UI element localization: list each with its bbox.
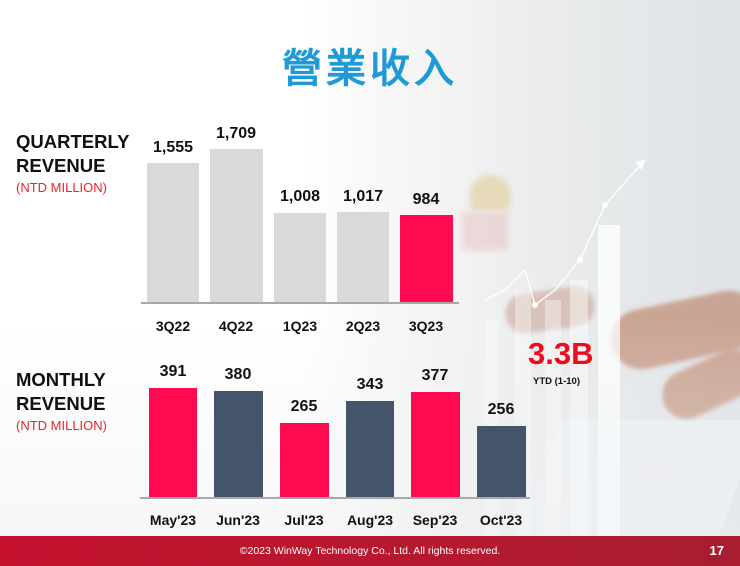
category-label-3q22: 3Q22 bbox=[155, 318, 191, 334]
category-label-4q22: 4Q22 bbox=[218, 318, 254, 334]
value-label-oct23: 256 bbox=[487, 401, 515, 418]
value-label-may23: 391 bbox=[159, 363, 187, 380]
bar-oct23 bbox=[477, 426, 526, 497]
quarterly-unit: (NTD MILLION) bbox=[16, 180, 107, 195]
bar-4q22 bbox=[210, 149, 263, 302]
value-label-jul23: 265 bbox=[290, 398, 318, 415]
value-label-sep23: 377 bbox=[421, 367, 449, 384]
bar-1q23 bbox=[274, 213, 326, 302]
ytd-value: 3.3B bbox=[528, 336, 594, 371]
monthly-label-line2: REVENUE bbox=[16, 393, 106, 414]
bar-may23 bbox=[149, 388, 197, 497]
monthly-revenue-label: MONTHLY REVENUE (NTD MILLION) bbox=[16, 368, 107, 435]
bar-jun23 bbox=[214, 391, 263, 497]
value-label-2q23: 1,017 bbox=[342, 188, 384, 205]
category-label-may23: May'23 bbox=[149, 512, 197, 528]
value-label-3q22: 1,555 bbox=[152, 139, 194, 156]
value-label-jun23: 380 bbox=[224, 366, 252, 383]
bar-aug23 bbox=[346, 401, 394, 497]
copyright-text: ©2023 WinWay Technology Co., Ltd. All ri… bbox=[239, 545, 501, 557]
quarterly-label-line1: QUARTERLY bbox=[16, 131, 130, 152]
page-number: 17 bbox=[709, 543, 724, 558]
quarterly-revenue-label: QUARTERLY REVENUE (NTD MILLION) bbox=[16, 130, 129, 197]
category-label-3q23: 3Q23 bbox=[408, 318, 444, 334]
footer-bar: ©2023 WinWay Technology Co., Ltd. All ri… bbox=[0, 536, 740, 566]
bar-2q23 bbox=[337, 212, 389, 302]
value-label-1q23: 1,008 bbox=[279, 188, 321, 205]
quarterly-label-line2: REVENUE bbox=[16, 155, 106, 176]
category-label-1q23: 1Q23 bbox=[282, 318, 318, 334]
category-label-sep23: Sep'23 bbox=[412, 512, 458, 528]
ytd-label: YTD (1-10) bbox=[533, 376, 580, 387]
value-label-4q22: 1,709 bbox=[215, 125, 257, 142]
slide-title: 營業收入 bbox=[282, 46, 458, 92]
category-label-aug23: Aug'23 bbox=[346, 512, 394, 528]
category-label-2q23: 2Q23 bbox=[345, 318, 381, 334]
bar-jul23 bbox=[280, 423, 329, 497]
value-label-3q23: 984 bbox=[412, 191, 440, 208]
monthly-unit: (NTD MILLION) bbox=[16, 418, 107, 433]
bar-3q22 bbox=[147, 163, 199, 302]
category-label-jun23: Jun'23 bbox=[216, 512, 260, 528]
category-label-jul23: Jul'23 bbox=[284, 512, 324, 528]
bar-sep23 bbox=[411, 392, 460, 497]
monthly-label-line1: MONTHLY bbox=[16, 369, 106, 390]
bar-3q23 bbox=[400, 215, 453, 302]
monthly-axis bbox=[140, 497, 530, 499]
value-label-aug23: 343 bbox=[356, 376, 384, 393]
category-label-oct23: Oct'23 bbox=[479, 512, 523, 528]
quarterly-axis bbox=[141, 302, 459, 304]
